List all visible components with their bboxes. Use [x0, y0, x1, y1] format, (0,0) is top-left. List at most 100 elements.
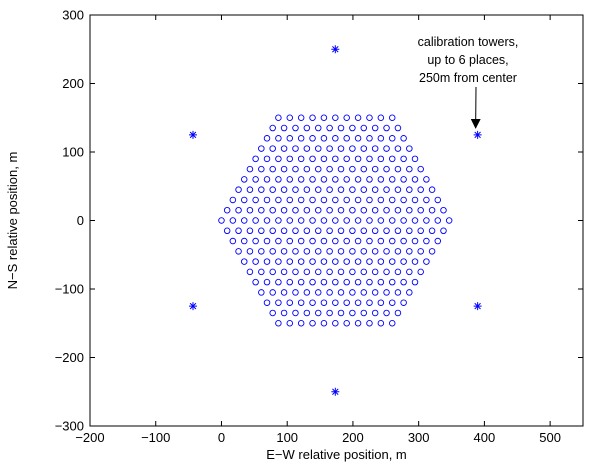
antenna-circle-marker: [292, 248, 299, 255]
antenna-circle-marker: [343, 299, 350, 306]
antenna-circle-marker: [366, 217, 373, 224]
antenna-circle-marker: [411, 196, 419, 204]
antenna-circle-marker: [360, 186, 368, 193]
antenna-circle-marker: [263, 135, 271, 142]
antenna-circle-marker: [303, 268, 311, 276]
data-markers: [189, 45, 482, 396]
antenna-circle-marker: [354, 155, 362, 163]
antenna-circle-marker: [297, 114, 305, 121]
antenna-circle-marker: [286, 258, 294, 265]
antenna-circle-marker: [406, 186, 413, 193]
antenna-circle-marker: [286, 237, 294, 245]
antenna-circle-marker: [343, 114, 350, 121]
antenna-circle-marker: [275, 155, 282, 163]
antenna-circle-marker: [269, 145, 276, 152]
axis-ticks: −200 −100 0 100 200 300 400 500−300−200−1000100…: [55, 8, 583, 445]
antenna-circle-marker: [400, 299, 407, 306]
antenna-circle-marker: [332, 258, 339, 265]
antenna-circle-marker: [314, 268, 322, 276]
antenna-circle-marker: [434, 217, 442, 224]
antenna-circle-marker: [417, 186, 424, 193]
antenna-circle-marker: [309, 237, 316, 245]
x-tick-label: 500: [539, 430, 561, 445]
antenna-circle-marker: [286, 155, 294, 163]
antenna-circle-marker: [343, 320, 350, 327]
asterisk-stroke: [474, 131, 481, 139]
antenna-circle-marker: [292, 227, 299, 235]
antenna-circle-marker: [269, 268, 276, 276]
antenna-circle-marker: [366, 114, 373, 121]
antenna-circle-marker: [423, 237, 430, 245]
antenna-circle-marker: [314, 309, 322, 317]
antenna-circle-marker: [332, 155, 339, 163]
antenna-circle-marker: [269, 248, 276, 255]
antenna-circle-marker: [275, 217, 282, 224]
tower-asterisk-marker: [189, 130, 198, 139]
antenna-circle-marker: [337, 227, 345, 235]
antenna-circle-marker: [286, 196, 294, 204]
asterisk-stroke: [332, 46, 339, 53]
antenna-circle-marker: [417, 227, 424, 235]
antenna-circle-marker: [326, 124, 333, 132]
antenna-circle-marker: [320, 258, 328, 265]
antenna-circle-marker: [360, 145, 368, 152]
antenna-circle-marker: [240, 258, 248, 265]
antenna-circle-marker: [343, 196, 350, 204]
antenna-circle-marker: [411, 258, 419, 265]
antenna-circle-marker: [320, 278, 328, 286]
antenna-circle-marker: [377, 299, 385, 306]
antenna-circle-marker: [417, 268, 424, 276]
antenna-circle-marker: [337, 206, 345, 214]
antenna-circle-marker: [263, 299, 271, 306]
antenna-circle-marker: [423, 217, 430, 224]
antenna-circle-marker: [400, 217, 407, 224]
antenna-circle-marker: [423, 176, 430, 183]
antenna-circle-marker: [349, 165, 356, 173]
antenna-circle-marker: [354, 196, 362, 204]
antenna-circle-marker: [252, 196, 259, 204]
antenna-circle-marker: [297, 299, 305, 306]
antenna-circle-marker: [252, 278, 259, 286]
x-tick-label: 100: [276, 430, 298, 445]
antenna-circle-marker: [337, 268, 345, 276]
antenna-circle-marker: [297, 258, 305, 265]
antenna-circle-marker: [252, 237, 259, 245]
antenna-circle-marker: [400, 196, 407, 204]
antenna-circle-marker: [229, 217, 237, 224]
antenna-circle-marker: [292, 145, 299, 152]
antenna-circle-marker: [394, 227, 402, 235]
antenna-circle-marker: [269, 289, 276, 296]
antenna-circle-marker: [366, 278, 373, 286]
antenna-circle-marker: [343, 176, 350, 183]
antenna-circle-marker: [371, 227, 379, 235]
antenna-circle-marker: [240, 237, 248, 245]
antenna-circle-marker: [258, 289, 265, 296]
antenna-circle-marker: [388, 237, 396, 245]
antenna-circle-marker: [246, 227, 254, 235]
antenna-circle-marker: [337, 145, 345, 152]
antenna-circle-marker: [411, 237, 419, 245]
antenna-circle-marker: [337, 165, 345, 173]
x-tick-label: 300: [408, 430, 430, 445]
antenna-circle-marker: [275, 299, 282, 306]
antenna-circle-marker: [423, 196, 430, 204]
antenna-circle-marker: [235, 206, 242, 214]
antenna-circle-marker: [377, 258, 385, 265]
antenna-circle-marker: [383, 289, 390, 296]
antenna-circle-marker: [326, 309, 333, 317]
tower-asterisk-marker: [473, 130, 482, 139]
antenna-circle-marker: [280, 145, 288, 152]
antenna-circle-marker: [309, 135, 316, 142]
antenna-circle-marker: [303, 186, 311, 193]
antenna-circle-marker: [332, 320, 339, 327]
antenna-circle-marker: [383, 165, 390, 173]
calibration-annotation: calibration towers, up to 6 places, 250m…: [418, 35, 518, 129]
antenna-circle-marker: [263, 217, 271, 224]
antenna-circle-marker: [349, 227, 356, 235]
antenna-circle-marker: [349, 248, 356, 255]
antenna-circle-marker: [388, 135, 396, 142]
antenna-circle-marker: [411, 176, 419, 183]
antenna-circle-marker: [371, 124, 379, 132]
antenna-circle-marker: [354, 237, 362, 245]
